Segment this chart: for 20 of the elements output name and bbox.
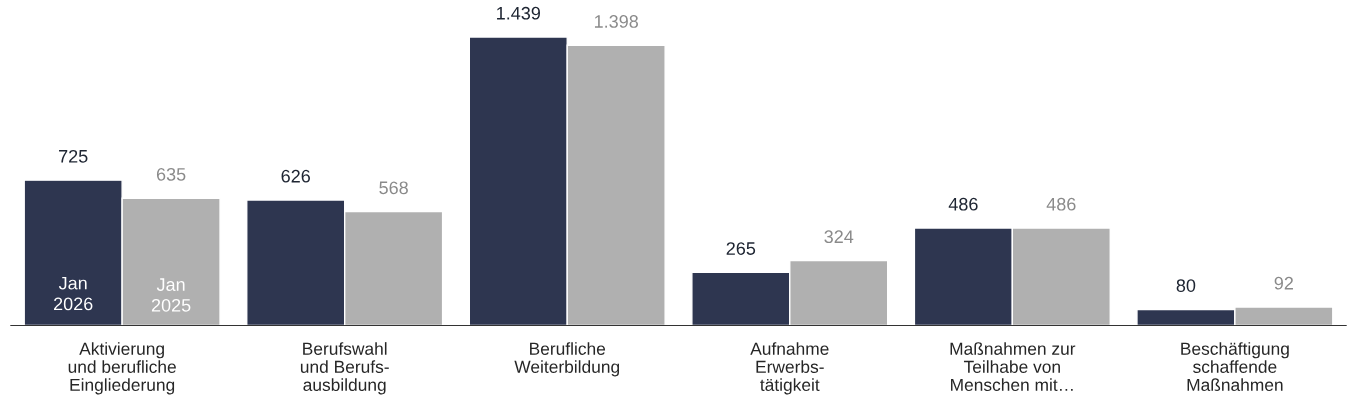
x-tick-label: Aufnahme Erwerbs- tätigkeit [750,342,829,395]
x-tick-label: Berufswahl und Berufs- ausbildung [300,342,389,395]
series-label: Jan 2025 [151,278,191,312]
x-tick-label: Berufliche Weiterbildung [514,342,620,377]
data-label: 626 [281,169,310,183]
data-label: 1.439 [497,6,540,20]
data-label: 265 [726,242,756,255]
data-label: 725 [59,149,88,163]
data-label: 568 [379,181,408,195]
data-label: 486 [1046,197,1076,211]
series-label: Jan 2026 [54,276,93,311]
x-tick-label: Aktivierung und berufliche Eingliederung [68,342,176,395]
data-label: 324 [824,230,854,244]
data-label: 80 [1176,279,1196,292]
x-tick-label: Maßnahmen zur Teilhabe von Menschen mit… [950,342,1076,392]
data-label: 635 [156,167,186,181]
data-label: 486 [948,197,978,211]
data-label: 1.398 [594,15,638,28]
x-tick-label: Beschäftigung schaffende Maßnahmen [1181,342,1289,392]
data-label: 92 [1274,276,1293,290]
